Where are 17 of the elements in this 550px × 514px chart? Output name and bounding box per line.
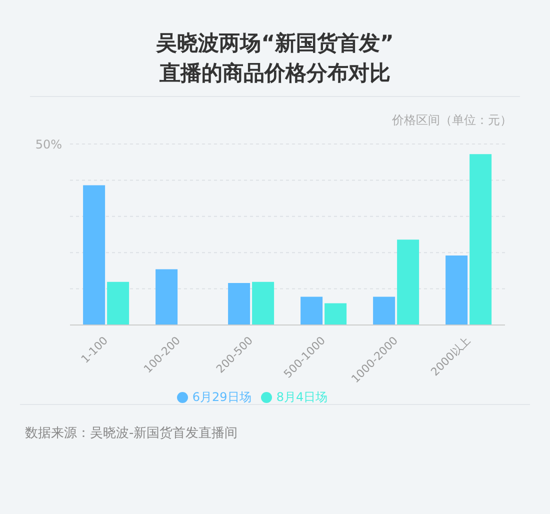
bar	[228, 283, 250, 325]
bar	[470, 154, 492, 325]
bar	[83, 185, 106, 325]
bar	[107, 282, 130, 325]
bar	[156, 269, 178, 325]
bar	[373, 296, 396, 325]
legend-label: 8月4日场	[276, 390, 328, 404]
bar	[446, 255, 468, 325]
bar	[300, 296, 323, 325]
bar	[324, 303, 347, 325]
source-note: 数据来源：吴晓波-新国货首发直播间	[25, 425, 238, 442]
legend-label: 6月29日场	[192, 390, 252, 404]
bar	[252, 282, 274, 325]
y-tick-label: 50%	[35, 137, 62, 152]
x-axis-title: 价格区间（单位：元）	[392, 112, 512, 129]
chart-title: 吴晓波两场“新国货首发” 直播的商品价格分布对比	[154, 30, 395, 87]
bar	[397, 240, 420, 325]
